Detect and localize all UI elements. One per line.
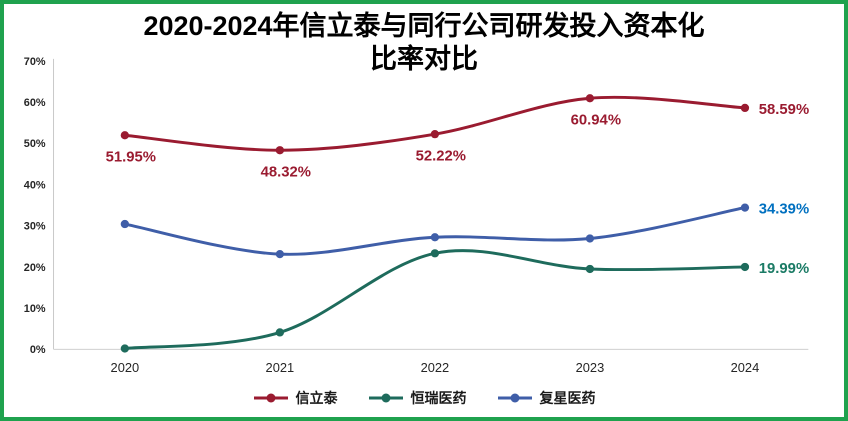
legend-item-xinlitai: 信立泰 — [253, 388, 338, 408]
x-axis-tick-label: 2024 — [731, 360, 760, 375]
y-axis-tick-label: 60% — [24, 97, 46, 109]
data-point — [740, 203, 750, 212]
y-axis-tick-label: 0% — [30, 344, 46, 356]
x-axis-tick-label: 2020 — [111, 360, 140, 375]
legend-marker-fosun — [497, 393, 532, 403]
x-axis-tick-label: 2022 — [421, 360, 450, 375]
legend-item-fosun: 复星医药 — [497, 388, 596, 408]
data-label: 58.59% — [759, 102, 809, 118]
data-point — [585, 94, 595, 103]
data-label: 51.95% — [106, 150, 156, 166]
data-point — [430, 130, 440, 139]
legend: 信立泰 恒瑞医药 复星医药 — [4, 388, 844, 408]
data-label: 52.22% — [416, 149, 466, 165]
series-line-0 — [123, 95, 747, 152]
data-point — [430, 233, 440, 242]
legend-item-hengrui: 恒瑞医药 — [368, 388, 467, 408]
data-point — [430, 249, 440, 258]
data-point — [120, 344, 130, 353]
y-axis-tick-label: 10% — [24, 303, 46, 315]
x-axis-tick-label: 2021 — [266, 360, 295, 375]
series-line-1 — [123, 249, 747, 350]
legend-marker-xinlitai — [253, 393, 288, 403]
data-point — [120, 131, 130, 140]
legend-label-hengrui: 恒瑞医药 — [410, 390, 467, 406]
data-label: 48.32% — [261, 165, 311, 181]
data-label: 19.99% — [759, 261, 809, 277]
data-point — [275, 328, 285, 337]
data-point — [585, 264, 595, 274]
data-point — [585, 234, 595, 243]
y-axis-tick-label: 70% — [24, 56, 46, 68]
line-chart: 0% 10% 20% 30% 40% 50% 60% 70% 2020 2021 2022 2023 2… — [24, 56, 809, 375]
y-axis-tick-label: 30% — [24, 221, 46, 233]
data-point — [120, 219, 130, 229]
legend-label-xinlitai: 信立泰 — [295, 390, 338, 406]
data-label: 60.94% — [571, 113, 621, 129]
legend-marker-hengrui — [368, 393, 403, 403]
data-point — [740, 103, 750, 113]
series-line-2 — [123, 206, 747, 256]
data-point — [275, 146, 285, 155]
x-axis-tick-label: 2023 — [576, 360, 605, 375]
data-point — [275, 250, 285, 259]
data-label: 34.39% — [759, 202, 809, 218]
legend-label-fosun: 复星医药 — [539, 390, 596, 406]
data-point — [740, 262, 750, 272]
y-axis-tick-label: 20% — [24, 262, 46, 274]
y-axis-tick-label: 50% — [24, 138, 46, 150]
y-axis-tick-label: 40% — [24, 179, 46, 191]
